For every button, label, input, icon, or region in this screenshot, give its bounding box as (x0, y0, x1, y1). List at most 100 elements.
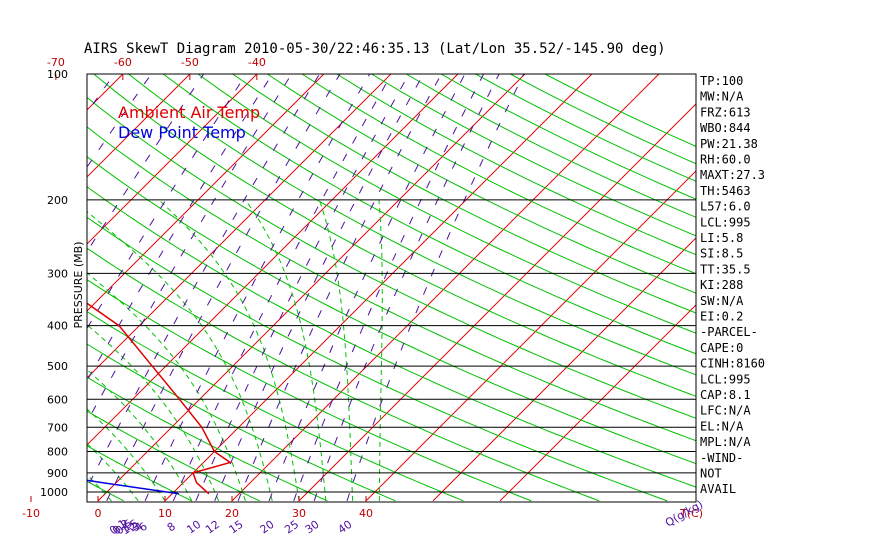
isotherm-line (97, 74, 526, 502)
dry-adiabat-line (87, 480, 124, 502)
dry-adiabat-line (87, 96, 696, 419)
y-axis-label: PRESSURE (MB) (72, 242, 85, 329)
isotherm-line (164, 74, 593, 502)
top-temp-tick-label: -60 (114, 56, 132, 69)
mixing-ratio-label: 15 (227, 518, 246, 537)
dry-adiabat-line (0, 74, 56, 501)
moist-adiabat-line (244, 199, 327, 501)
dry-adiabat-line (87, 186, 696, 488)
stability-index-entry: CAP:8.1 (700, 388, 751, 402)
isotherm-line (87, 74, 258, 245)
mixing-ratio-line (106, 74, 341, 502)
dry-adiabat-line (336, 74, 696, 256)
bottom-temp-tick-label: 10 (158, 507, 172, 520)
top-temp-tick-label: -50 (181, 56, 199, 69)
pressure-tick-label: 100 (47, 68, 68, 81)
isotherm-line (87, 74, 392, 379)
stability-index-entry: RH:60.0 (700, 153, 751, 167)
legend-dew-point-temp: Dew Point Temp (118, 123, 246, 142)
pressure-tick-label: 500 (47, 360, 68, 373)
ambient-air-temp-line (87, 302, 232, 495)
bottom-temp-tick-label: 0 (95, 507, 102, 520)
pressure-tick-label: 600 (47, 393, 68, 406)
dry-adiabat-line (87, 247, 600, 502)
mixing-ratio-line (214, 74, 424, 502)
stability-index-entry: LFC:N/A (700, 404, 751, 418)
moist-adiabat-line (87, 211, 273, 502)
plot-frame (86, 73, 697, 503)
stability-index-entry: -WIND- (700, 451, 743, 465)
mixing-ratio-label: 10 (184, 518, 203, 537)
stability-index-entry: LCL:995 (700, 372, 751, 386)
dry-adiabat-line (87, 445, 192, 502)
dry-adiabat-line (87, 216, 668, 502)
mixing-ratio-label: 30 (303, 518, 322, 537)
top-temp-tick-label: -40 (248, 56, 266, 69)
dry-adiabat-line (162, 74, 696, 355)
sounding-series (87, 302, 232, 495)
moist-adiabat-line (318, 199, 354, 501)
pressure-tick-label: 700 (47, 421, 68, 434)
pressure-tick-label: 300 (47, 267, 68, 280)
moist-adiabat-line (0, 200, 31, 501)
dry-adiabat-line (440, 74, 696, 200)
dry-adiabat-line (87, 310, 464, 502)
isotherm-line (432, 237, 696, 502)
moist-adiabat-line (87, 408, 166, 502)
isotherm-line (0, 74, 56, 501)
dry-adiabat-lines (0, 74, 696, 502)
stability-index-entry: SI:8.5 (700, 247, 743, 261)
stability-index-entry: SW:N/A (700, 294, 744, 308)
moist-adiabat-line (87, 443, 139, 502)
pressure-lines (87, 73, 696, 493)
dry-adiabat-line (128, 74, 696, 376)
dry-adiabat-line (232, 74, 696, 314)
mixing-ratio-line (195, 74, 410, 502)
stability-index-entry: EL:N/A (700, 419, 744, 433)
dry-adiabat-line (475, 74, 696, 182)
mixing-ratio-line (268, 74, 466, 502)
stability-index-entry: CINH:8160 (700, 357, 765, 371)
mixing-ratio-line (87, 74, 320, 489)
mixing-ratio-line (237, 74, 442, 502)
mixing-ratio-label: 25 (282, 518, 301, 537)
dry-adiabat-line (267, 74, 696, 294)
bottom-temp-tick-label: 20 (225, 507, 239, 520)
mixing-ratio-line (87, 74, 293, 423)
dry-adiabat-line (87, 278, 532, 502)
stability-index-entry: NOT (700, 467, 722, 481)
pressure-tick-labels: 100 200 300 400 500 600 700 800 900 1000 (40, 68, 68, 499)
mixing-ratio-label: 8 (165, 520, 178, 535)
stability-index-entry: CAPE:0 (700, 341, 743, 355)
mixing-ratio-label: 40 (336, 518, 355, 537)
moist-adiabat-line (87, 272, 246, 502)
stability-index-entry: FRZ:613 (700, 105, 751, 119)
dry-adiabat-line (87, 343, 396, 502)
dry-adiabat-line (301, 74, 696, 275)
isotherm-line (231, 74, 660, 502)
stability-index-entry: MW:N/A (700, 90, 744, 104)
bottom-temp-tick-label: 30 (292, 507, 306, 520)
stability-index-entry: LI:5.8 (700, 231, 743, 245)
pressure-tick-label: 800 (47, 445, 68, 458)
isotherm-line (298, 103, 696, 502)
dry-adiabat-line (197, 74, 696, 334)
top-temp-tick-label: -70 (47, 56, 65, 69)
stability-index-entry: -PARCEL- (700, 325, 758, 339)
moist-adiabat-line (378, 199, 383, 501)
mixing-ratio-line (172, 74, 393, 502)
pressure-tick-label: 1000 (40, 486, 68, 499)
mixing-ratio-label: 12 (203, 518, 222, 537)
mixing-ratio-lines (87, 74, 525, 502)
stability-index-entry: AVAIL (700, 482, 736, 496)
axis-ticks (30, 74, 367, 502)
pressure-tick-label: 900 (47, 467, 68, 480)
isotherm-line (87, 74, 124, 111)
mixing-ratio-label: 20 (258, 518, 277, 537)
pressure-tick-label: 400 (47, 320, 68, 333)
legend-ambient-air-temp: Ambient Air Temp (118, 103, 260, 122)
dry-adiabat-line (87, 155, 696, 465)
